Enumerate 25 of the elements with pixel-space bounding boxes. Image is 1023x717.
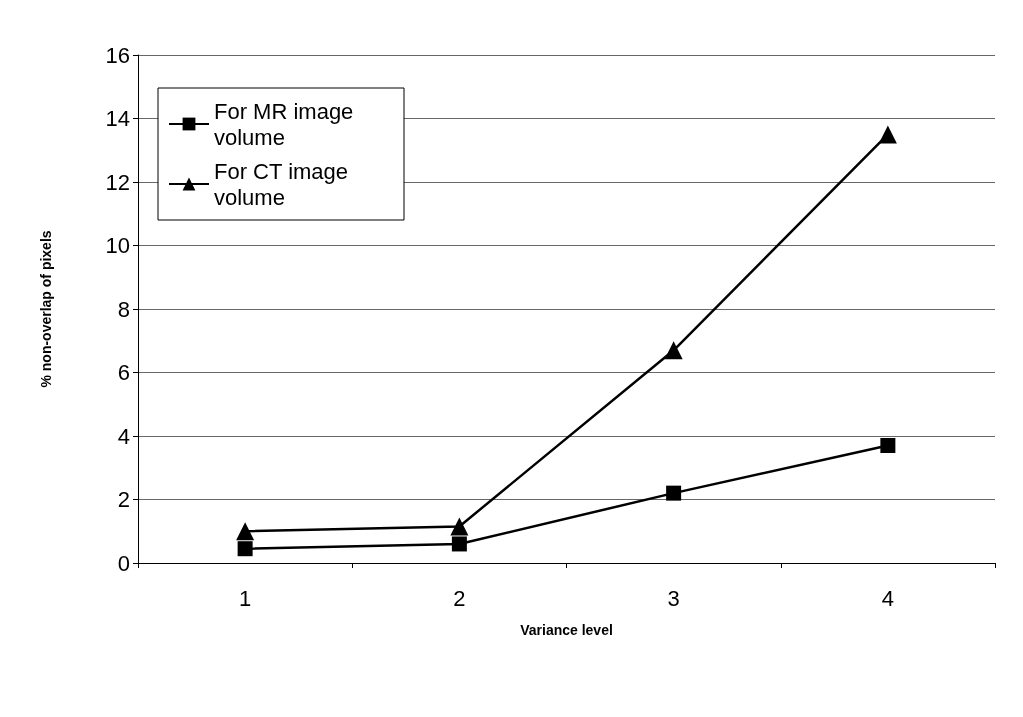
x-tick-label: 1: [239, 585, 252, 611]
y-tick-label: 14: [105, 106, 130, 131]
point: [450, 517, 469, 536]
y-tick-label: 16: [105, 42, 130, 68]
point: [237, 541, 253, 557]
y-tick-label: 4: [117, 423, 130, 449]
x-tick-label: 2: [453, 585, 466, 611]
x-tick-label: 4: [881, 585, 894, 611]
y-tick-label: 8: [117, 296, 130, 322]
y-tick-label: 12: [105, 169, 130, 195]
x-tick-label: 3: [667, 585, 680, 611]
x-axis-title: Variance level: [520, 622, 613, 638]
y-tick-label: 10: [105, 233, 130, 258]
point: [236, 522, 255, 541]
y-axis-title: % non-overlap of pixels: [38, 230, 54, 388]
y-tick-label: 2: [117, 487, 130, 512]
y-tick-label: 0: [117, 550, 130, 576]
y-tick-label: 6: [117, 360, 130, 385]
point: [878, 125, 897, 144]
point: [666, 485, 682, 501]
point: [451, 536, 467, 552]
point: [880, 438, 896, 454]
legend-label: For CT image volume: [214, 158, 355, 210]
legend-label: For MR image volume: [214, 98, 360, 150]
point: [664, 341, 683, 360]
